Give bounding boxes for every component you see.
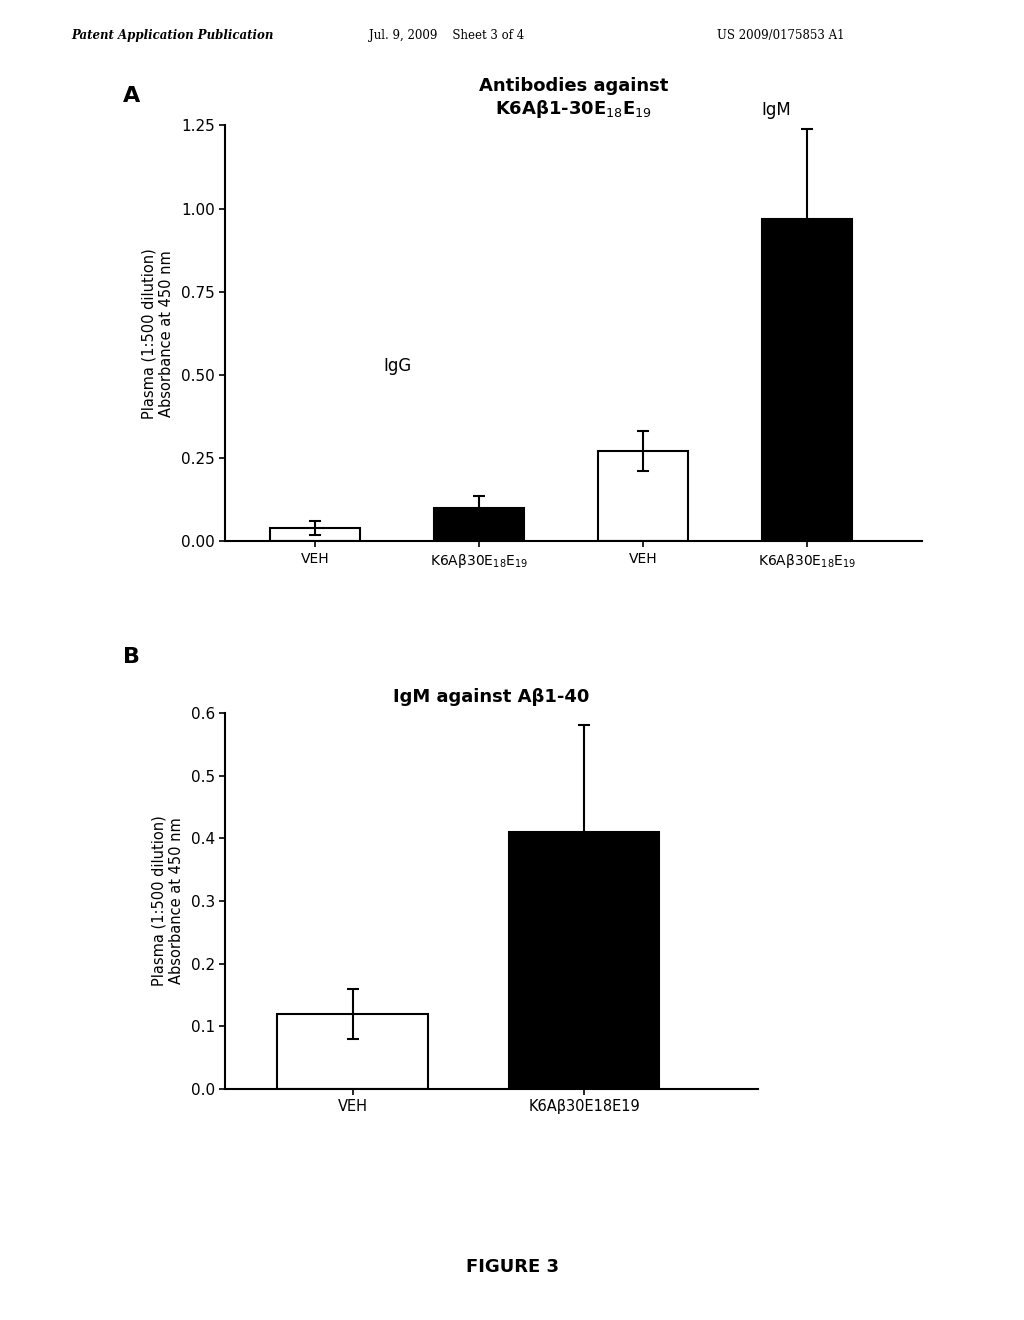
Text: IgM: IgM: [761, 100, 791, 119]
Bar: [278, 1014, 428, 1089]
Title: Antibodies against
K6Aβ1-30E$_{18}$E$_{19}$: Antibodies against K6Aβ1-30E$_{18}$E$_{1…: [479, 77, 668, 120]
Bar: [509, 832, 659, 1089]
Text: Jul. 9, 2009    Sheet 3 of 4: Jul. 9, 2009 Sheet 3 of 4: [369, 29, 524, 42]
Title: IgM against Aβ1-40: IgM against Aβ1-40: [393, 688, 590, 706]
Bar: [762, 219, 852, 541]
Bar: [598, 451, 688, 541]
Text: Patent Application Publication: Patent Application Publication: [72, 29, 274, 42]
Text: US 2009/0175853 A1: US 2009/0175853 A1: [717, 29, 845, 42]
Text: FIGURE 3: FIGURE 3: [466, 1258, 558, 1276]
Bar: [270, 528, 360, 541]
Text: B: B: [123, 647, 140, 667]
Bar: [434, 508, 524, 541]
Text: A: A: [123, 86, 140, 106]
Y-axis label: Plasma (1:500 dilution)
Absorbance at 450 nm: Plasma (1:500 dilution) Absorbance at 45…: [152, 816, 183, 986]
Text: IgG: IgG: [383, 356, 412, 375]
Y-axis label: Plasma (1:500 dilution)
Absorbance at 450 nm: Plasma (1:500 dilution) Absorbance at 45…: [141, 248, 174, 418]
